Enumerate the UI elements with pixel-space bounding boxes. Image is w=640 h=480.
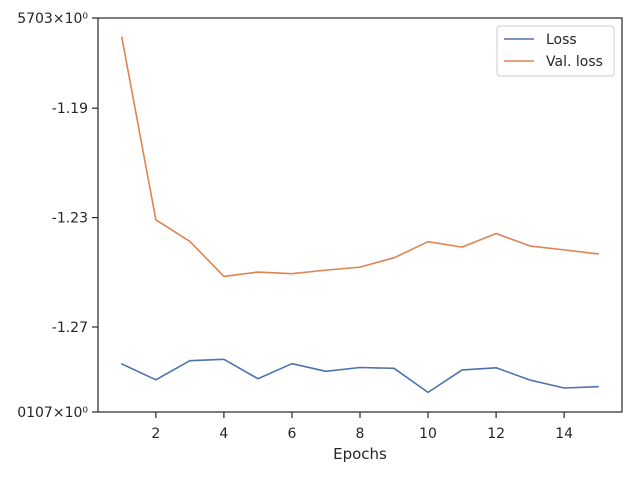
x-tick-label: 10: [419, 426, 437, 442]
plot-area: [98, 18, 622, 412]
x-axis-label: Epochs: [333, 445, 387, 463]
x-tick-label: 2: [151, 426, 160, 442]
x-tick-label: 14: [555, 426, 573, 442]
legend-label-loss: Loss: [546, 32, 577, 48]
x-tick-label: 8: [356, 426, 365, 442]
y-axis: 0107×10⁰ -1.27 -1.23 -1.19 5703×10⁰: [17, 11, 98, 421]
x-axis: 2 4 6 8 10 12 14: [151, 412, 573, 442]
y-tick-label: -1.19: [52, 101, 88, 117]
y-tick-label: 5703×10⁰: [17, 11, 88, 27]
series-line-loss: [121, 358, 599, 394]
series-line-val-loss: [121, 36, 599, 278]
y-tick-label: -1.23: [52, 211, 88, 227]
y-tick-label: 0107×10⁰: [17, 405, 88, 421]
y-tick-label: -1.27: [52, 320, 88, 336]
x-tick-label: 4: [219, 426, 228, 442]
x-tick-label: 12: [487, 426, 505, 442]
legend-label-val-loss: Val. loss: [546, 54, 603, 70]
x-tick-label: 6: [287, 426, 296, 442]
legend: Loss Val. loss: [496, 25, 615, 77]
series-layer: [121, 36, 599, 394]
